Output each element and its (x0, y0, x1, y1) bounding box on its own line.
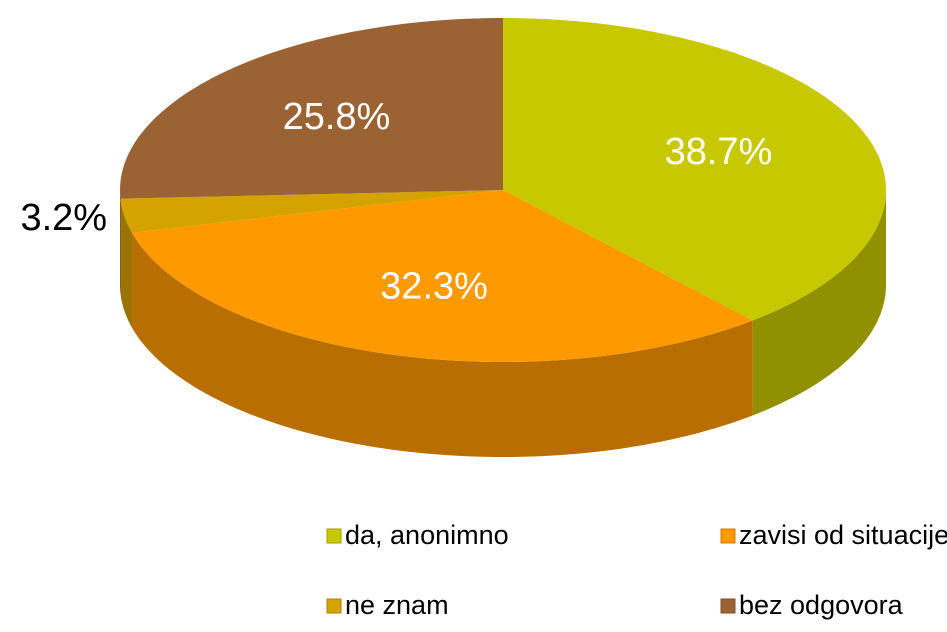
data-label: 3.2% (20, 197, 107, 239)
legend: da, anonimno zavisi od situacije/ponekad n… (327, 520, 947, 620)
data-label: 25.8% (283, 96, 391, 138)
data-label: 38.7% (665, 131, 773, 173)
pie-tops (120, 18, 886, 362)
data-label: 32.3% (380, 265, 488, 307)
legend-label: da, anonimno (345, 520, 509, 550)
legend-label: ne znam (345, 590, 449, 620)
legend-swatch (721, 599, 735, 613)
legend-label: bez odgovora (739, 590, 904, 620)
legend-label: zavisi od situacije/ponekad (739, 520, 947, 550)
legend-swatch (327, 599, 341, 613)
legend-swatch (327, 529, 341, 543)
legend-swatch (721, 529, 735, 543)
